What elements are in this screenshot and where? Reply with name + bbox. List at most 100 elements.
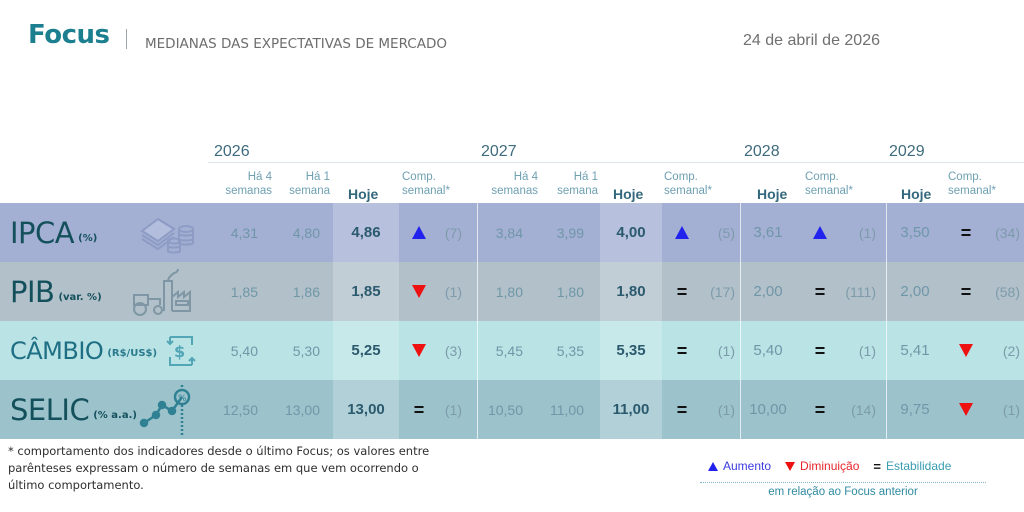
year-divider <box>886 321 887 380</box>
col-ha1-2026: Há 1 semana <box>270 170 330 198</box>
value-ha1-2026: 1,86 <box>292 283 320 300</box>
hoje-highlight <box>333 321 399 380</box>
page-subtitle: MEDIANAS DAS EXPECTATIVAS DE MERCADO <box>145 36 447 52</box>
indicator-name: PIB <box>10 274 55 309</box>
legend-increase: Aumento <box>708 459 771 473</box>
table-row-cambio: CÂMBIO (R$/US$) $5,40 5,30 5,25 (3) 5,45 5,35 5,… <box>0 321 1024 380</box>
hoje-highlight <box>600 321 662 380</box>
col-comp-2027: Comp. semanal* <box>664 170 712 198</box>
value-hoje-2026: 5,25 <box>351 342 381 359</box>
value-ha1-2026: 4,80 <box>292 224 320 241</box>
trend-stable: = <box>672 321 692 380</box>
value-hoje-2029: 9,75 <box>900 401 930 418</box>
indicator-label: SELIC (% a.a.) <box>10 380 137 439</box>
table-row-ipca: IPCA (%) 4,31 4,80 4,86 (7) 3,84 3,99 4,00 (5) 3,6… <box>0 203 1024 262</box>
col-comp-line2: semanal* <box>805 185 853 197</box>
trend-increase <box>409 203 429 262</box>
col-ha1-2027: Há 1 semana <box>538 170 598 198</box>
weeks-count-2028: (1) <box>858 342 876 359</box>
value-ha1-2027: 1,80 <box>556 283 584 300</box>
weeks-count-2029: (34) <box>995 224 1020 241</box>
weeks-count-2026: (1) <box>444 283 462 300</box>
year-divider <box>740 203 741 262</box>
trend-stable: = <box>409 380 429 439</box>
trend-decrease <box>956 380 976 439</box>
table-row-pib: PIB (var. %) 1,85 1,86 1,85 (1) 1,80 1,80 1,80 = (… <box>0 262 1024 321</box>
trend-decrease <box>409 262 429 321</box>
value-ha1-2027: 3,99 <box>556 224 584 241</box>
col-comp-line1: Comp. <box>402 171 436 183</box>
equals-icon: = <box>960 281 972 302</box>
triangle-down-icon <box>412 344 426 357</box>
tractor-factory-icon <box>128 267 198 322</box>
indicator-unit: (%) <box>78 233 98 244</box>
hoje-highlight <box>333 380 399 439</box>
indicator-label: IPCA (%) <box>10 203 97 262</box>
year-header-divider <box>208 162 1024 163</box>
value-hoje-2026: 13,00 <box>347 401 385 418</box>
equals-icon: = <box>676 399 688 420</box>
weeks-count-2026: (7) <box>444 224 462 241</box>
equals-icon: = <box>413 399 425 420</box>
triangle-down-icon <box>412 285 426 298</box>
value-ha1-2026: 5,30 <box>292 342 320 359</box>
legend-note: em relação ao Focus anterior <box>768 486 918 498</box>
col-comp-line1: Comp. <box>805 171 839 183</box>
value-ha4-2026: 12,50 <box>222 401 258 418</box>
equals-icon: = <box>814 281 826 302</box>
trend-stable: = <box>810 262 830 321</box>
col-ha4-line2: semanas <box>225 185 272 197</box>
col-hoje-2026: Hoje <box>348 186 379 202</box>
col-comp-line2: semanal* <box>402 185 450 197</box>
weeks-count-2028: (1) <box>858 224 876 241</box>
equals-icon: = <box>960 222 972 243</box>
weeks-count-2029: (58) <box>995 283 1020 300</box>
col-ha1-line1: Há 1 <box>573 171 598 183</box>
value-hoje-2029: 3,50 <box>900 224 930 241</box>
value-ha4-2027: 1,80 <box>495 283 523 300</box>
legend-stability: = Estabilidade <box>873 459 951 473</box>
indicator-unit: (var. %) <box>58 292 102 303</box>
weeks-count-2028: (14) <box>851 401 876 418</box>
value-ha4-2026: 1,85 <box>230 283 258 300</box>
triangle-down-icon <box>959 344 973 357</box>
value-hoje-2028: 3,61 <box>753 224 783 241</box>
value-hoje-2027: 5,35 <box>616 342 646 359</box>
hoje-highlight <box>600 262 662 321</box>
money-coins-icon <box>138 211 196 260</box>
value-ha4-2026: 4,31 <box>230 224 258 241</box>
svg-text:$: $ <box>174 342 185 361</box>
col-hoje-2029: Hoje <box>901 186 932 202</box>
weeks-count-2027: (17) <box>710 283 735 300</box>
year-2029-header: 2029 <box>889 143 925 160</box>
footnote: * comportamento dos indicadores desde o … <box>8 444 430 492</box>
year-2026-header: 2026 <box>214 143 250 160</box>
indicator-unit: (R$/US$) <box>107 348 158 359</box>
year-divider <box>477 380 478 439</box>
triangle-up-icon <box>675 226 689 239</box>
year-divider <box>886 380 887 439</box>
col-comp-line1: Comp. <box>664 171 698 183</box>
year-divider <box>477 321 478 380</box>
svg-text:%: % <box>178 394 187 404</box>
value-ha4-2027: 10,50 <box>487 401 523 418</box>
equals-icon: = <box>676 281 688 302</box>
hoje-highlight <box>600 380 662 439</box>
year-divider <box>740 262 741 321</box>
currency-exchange-icon: $ <box>162 331 202 376</box>
indicator-name: IPCA <box>10 215 75 250</box>
legend-decrease: Diminuição <box>785 459 859 473</box>
col-comp-line1: Comp. <box>948 171 982 183</box>
indicator-unit: (% a.a.) <box>93 410 137 421</box>
year-divider <box>886 203 887 262</box>
col-ha4-2027: Há 4 semanas <box>478 170 538 198</box>
col-comp-2029: Comp. semanal* <box>948 170 996 198</box>
legend-stability-label: Estabilidade <box>885 459 952 473</box>
col-comp-line2: semanal* <box>948 185 996 197</box>
trend-increase <box>810 203 830 262</box>
year-divider <box>740 321 741 380</box>
trend-stable: = <box>672 380 692 439</box>
weeks-count-2027: (5) <box>717 224 735 241</box>
weeks-count-2029: (1) <box>1002 401 1020 418</box>
col-ha1-line2: semana <box>557 185 598 197</box>
